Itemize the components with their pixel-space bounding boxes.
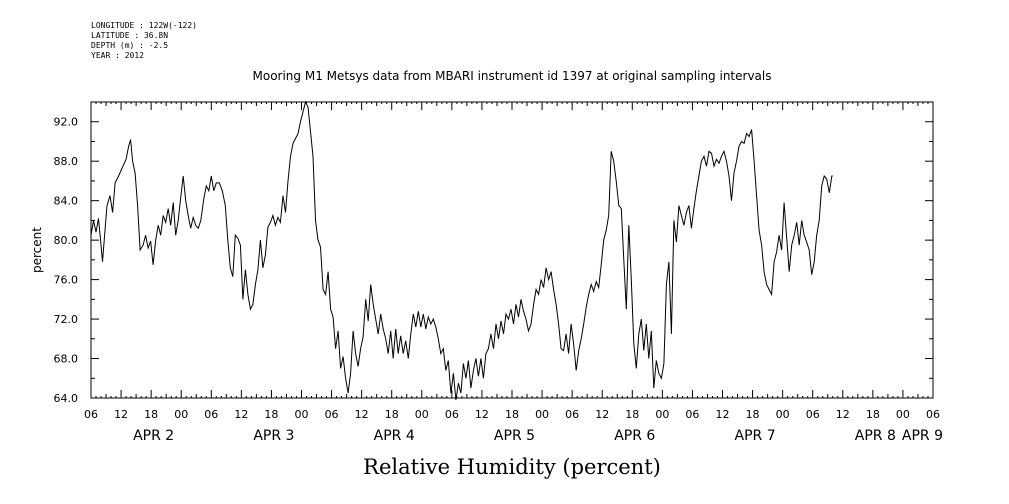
date-labels: APR 2 APR 3 APR 4 APR 5 APR 6 APR 7 APR 8 APR 9 [133, 428, 943, 444]
series-line [90, 100, 833, 401]
x-tick-label: 18 [505, 408, 519, 421]
y-tick-label: 76.0 [54, 274, 79, 287]
x-tick-label: 18 [866, 408, 880, 421]
date-label: APR 7 [735, 428, 776, 444]
y-tick-label: 64.0 [54, 392, 79, 405]
date-label: APR 2 [133, 428, 174, 444]
x-tick-label: 00 [174, 408, 188, 421]
x-tick-label: 12 [836, 408, 850, 421]
y-tick-label: 72.0 [54, 313, 79, 326]
x-tick-label: 06 [926, 408, 940, 421]
meta-depth: DEPTH (m) : -2.5 [91, 41, 168, 50]
meta-latitude: LATITUDE : 36.8N [91, 31, 168, 40]
date-label: APR 9 [902, 428, 943, 444]
y-tick-label: 80.0 [54, 234, 79, 247]
date-label: APR 6 [614, 428, 655, 444]
y-tick-labels: 64.0 68.0 72.0 76.0 80.0 84.0 88.0 92.0 [54, 116, 79, 405]
x-tick-label: 06 [325, 408, 339, 421]
x-tick-label: 00 [535, 408, 549, 421]
x-tick-label: 12 [114, 408, 128, 421]
date-label: APR 4 [374, 428, 415, 444]
x-tick-label: 18 [264, 408, 278, 421]
x-axis-label: Relative Humidity (percent) [363, 455, 661, 479]
plot-frame [90, 101, 934, 399]
tick-marks [90, 101, 934, 399]
x-tick-label: 12 [355, 408, 369, 421]
y-tick-label: 68.0 [54, 353, 79, 366]
x-tick-label: 18 [625, 408, 639, 421]
x-tick-label: 06 [84, 408, 98, 421]
date-label: APR 8 [855, 428, 896, 444]
x-tick-label: 12 [234, 408, 248, 421]
x-tick-label: 12 [716, 408, 730, 421]
x-tick-label: 06 [445, 408, 459, 421]
x-tick-label: 12 [475, 408, 489, 421]
y-tick-label: 88.0 [54, 155, 79, 168]
x-tick-label: 06 [204, 408, 218, 421]
x-tick-label: 06 [565, 408, 579, 421]
date-label: APR 3 [253, 428, 294, 444]
x-tick-label: 12 [595, 408, 609, 421]
x-tick-label: 00 [896, 408, 910, 421]
x-tick-label: 00 [295, 408, 309, 421]
x-tick-label: 00 [776, 408, 790, 421]
y-tick-label: 92.0 [54, 116, 79, 129]
x-tick-labels: 06 12 18 00 06 12 18 00 06 12 18 00 06 12 18 00 06 12 18 00… [84, 408, 940, 421]
x-tick-label: 00 [415, 408, 429, 421]
y-axis-label: percent [30, 227, 44, 273]
x-tick-label: 06 [806, 408, 820, 421]
x-tick-label: 00 [655, 408, 669, 421]
x-tick-label: 18 [746, 408, 760, 421]
chart-title: Mooring M1 Metsys data from MBARI instru… [253, 69, 772, 83]
date-label: APR 5 [494, 428, 535, 444]
meta-longitude: LONGITUDE : 122W(-122) [91, 21, 197, 30]
y-tick-label: 84.0 [54, 195, 79, 208]
meta-year: YEAR : 2012 [91, 51, 144, 60]
x-tick-label: 18 [385, 408, 399, 421]
x-tick-label: 18 [144, 408, 158, 421]
x-tick-label: 06 [685, 408, 699, 421]
